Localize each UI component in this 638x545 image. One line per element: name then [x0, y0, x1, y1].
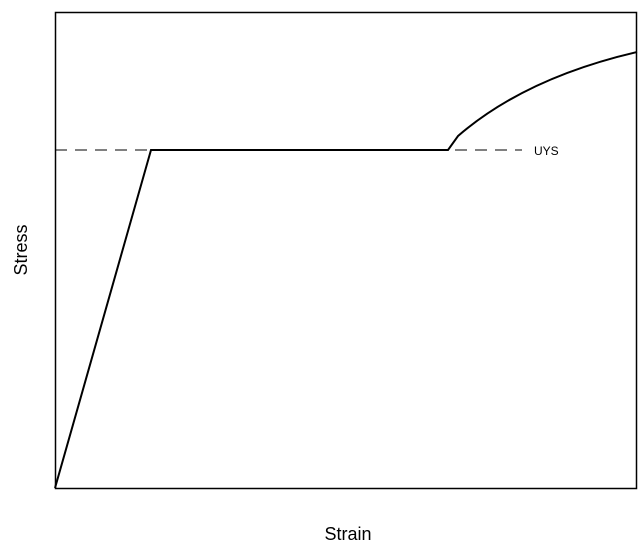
plot-frame: [54, 11, 638, 490]
stress-strain-curve: [54, 51, 638, 489]
y-axis-label: Stress: [11, 224, 31, 275]
yield-label: UYS: [534, 144, 559, 158]
x-axis-label: Strain: [324, 524, 371, 544]
